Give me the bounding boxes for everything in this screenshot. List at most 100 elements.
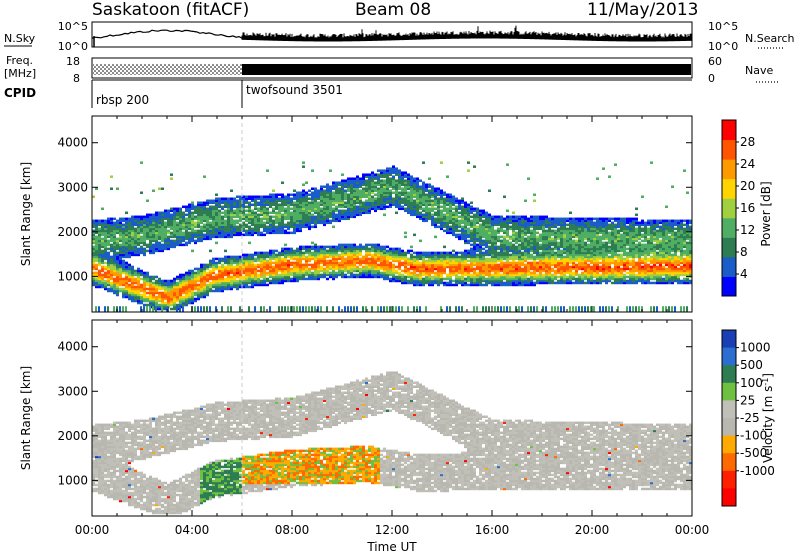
power-cell xyxy=(458,199,461,203)
power-cell xyxy=(434,219,437,223)
power-cell xyxy=(425,275,428,279)
power-cell xyxy=(440,279,443,283)
power-cell xyxy=(296,277,299,281)
power-cell xyxy=(167,241,170,245)
power-cell xyxy=(113,269,116,273)
power-cell xyxy=(254,265,257,269)
power-cell xyxy=(287,269,290,273)
power-cell xyxy=(92,251,95,255)
power-cell xyxy=(395,167,398,170)
power-cell xyxy=(230,231,233,235)
power-cell xyxy=(467,249,470,253)
power-cell xyxy=(260,203,263,207)
power-cell xyxy=(473,257,476,261)
power-cell xyxy=(140,223,143,227)
power-cell xyxy=(155,279,158,283)
power-cell xyxy=(362,255,365,259)
power-cell xyxy=(149,227,152,231)
power-cell xyxy=(347,205,350,209)
power-cell xyxy=(149,295,152,299)
power-cell xyxy=(152,289,155,293)
power-cell xyxy=(467,269,470,273)
power-cell xyxy=(287,197,290,201)
power-cell xyxy=(404,281,407,285)
power-cell xyxy=(353,199,356,203)
power-cell xyxy=(194,225,197,229)
power-cell xyxy=(290,231,293,235)
power-cell xyxy=(260,283,263,287)
power-cell xyxy=(239,279,242,283)
power-cell xyxy=(152,213,155,217)
power-cell xyxy=(476,249,479,253)
power-cell xyxy=(104,231,107,235)
power-cell xyxy=(332,181,335,184)
power-cell xyxy=(101,265,104,269)
power-cell xyxy=(203,211,206,215)
power-cell xyxy=(242,213,245,217)
power-cell xyxy=(461,211,464,215)
power-cell xyxy=(458,229,461,233)
power-cell xyxy=(182,291,185,295)
power-cell xyxy=(101,275,104,279)
power-cell xyxy=(140,191,143,195)
power-cell xyxy=(326,255,329,259)
power-cell xyxy=(410,197,413,201)
power-cell xyxy=(161,297,164,301)
power-cell xyxy=(92,229,95,233)
power-cell xyxy=(371,245,374,249)
power-cell xyxy=(173,217,176,221)
power-cell xyxy=(95,306,97,312)
power-cell xyxy=(215,221,218,225)
power-cell xyxy=(281,247,284,251)
power-cell xyxy=(107,269,110,273)
power-cell xyxy=(356,185,359,188)
power-cell xyxy=(473,243,476,247)
power-cell xyxy=(410,211,413,215)
power-cell xyxy=(401,263,404,267)
power-cell xyxy=(272,223,275,227)
power-cell xyxy=(383,187,386,190)
power-cell xyxy=(281,197,284,201)
power-cell xyxy=(398,253,401,257)
power-cell xyxy=(212,235,215,239)
power-cell xyxy=(338,306,340,312)
power-cell xyxy=(104,253,107,257)
power-cell xyxy=(149,219,152,223)
power-cell xyxy=(413,185,416,188)
power-cell xyxy=(254,221,257,225)
power-cell xyxy=(269,261,272,265)
power-cell xyxy=(341,247,344,251)
power-cell xyxy=(212,261,215,265)
power-cell xyxy=(98,239,101,243)
power-cell xyxy=(185,279,188,283)
power-cell xyxy=(467,161,470,164)
power-cell xyxy=(140,229,143,233)
power-cell xyxy=(146,299,149,303)
power-cell xyxy=(311,275,314,279)
power-cell xyxy=(191,237,194,241)
power-cell xyxy=(341,209,344,213)
power-cell xyxy=(377,263,380,267)
power-cell xyxy=(416,255,419,259)
power-cell xyxy=(452,261,455,265)
power-cell xyxy=(407,199,410,203)
power-cell xyxy=(458,281,461,285)
power-cell xyxy=(389,177,392,180)
power-cell xyxy=(221,279,224,283)
power-cell xyxy=(419,261,422,265)
power-cell xyxy=(191,281,194,285)
power-cell xyxy=(434,211,437,215)
power-cell xyxy=(254,225,257,229)
power-cell xyxy=(173,221,176,225)
power-cell xyxy=(422,197,425,201)
power-cell xyxy=(248,271,251,275)
power-cell xyxy=(461,279,464,283)
power-cell xyxy=(212,223,215,227)
power-cell xyxy=(374,259,377,263)
power-cell xyxy=(407,279,410,283)
power-cell xyxy=(203,229,206,233)
power-cell xyxy=(239,233,242,237)
power-cell xyxy=(365,243,368,247)
power-cell xyxy=(320,219,323,223)
power-cell xyxy=(296,225,299,229)
